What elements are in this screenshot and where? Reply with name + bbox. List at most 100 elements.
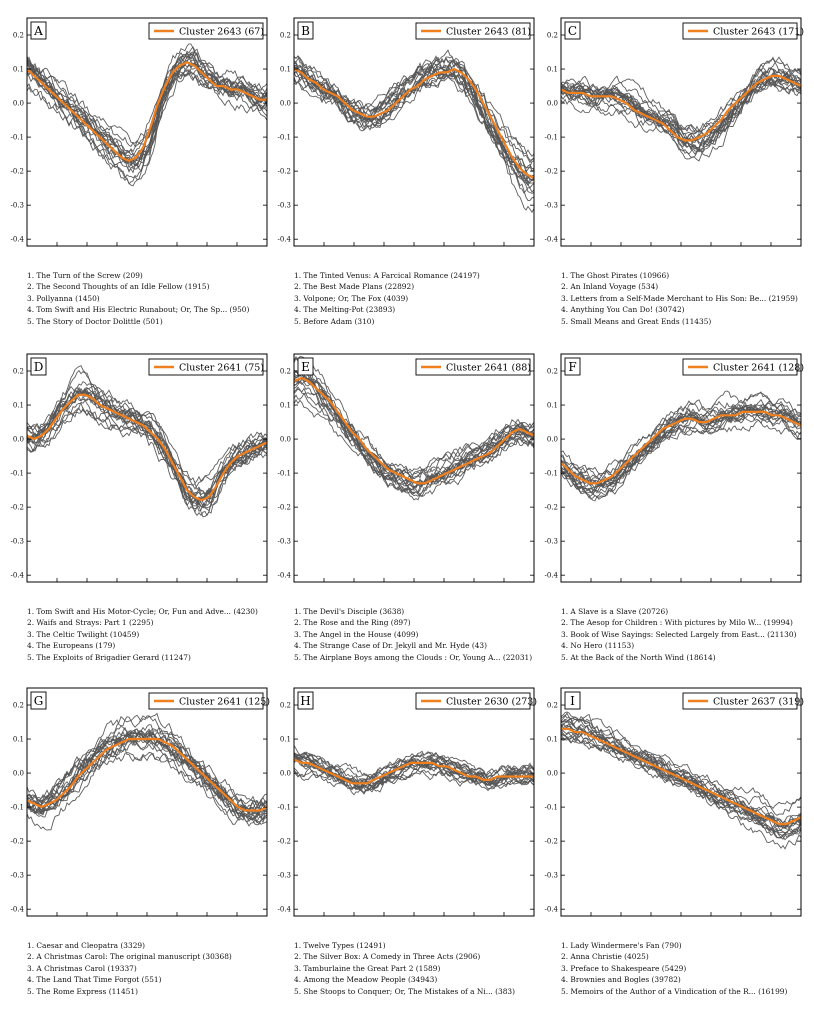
book-title: 4. No Hero (11153)	[561, 641, 635, 651]
series-line	[27, 387, 267, 508]
book-title: 5. Small Means and Great Ends (11435)	[561, 316, 712, 326]
series-line	[561, 420, 801, 478]
y-tick-label: -0.1	[11, 470, 25, 478]
book-title: 1. The Ghost Pirates (10966)	[561, 271, 670, 280]
legend-label: Cluster 2637 (319)	[713, 697, 804, 708]
book-title: 3. Volpone; Or, The Fox (4039)	[294, 293, 409, 303]
chart-grid: 0.2 0.1 0.0 -0.1 -0.2 -0.3 -0.4 A Cluster 2643 (…	[11, 17, 806, 996]
book-title: 5. At the Back of the North Wind (18614)	[561, 652, 716, 662]
y-tick-label: 0.1	[280, 66, 291, 74]
book-title: 1. Caesar and Cleopatra (3329)	[27, 941, 145, 950]
y-tick-label: 0.2	[547, 32, 558, 40]
series-line	[561, 404, 801, 494]
legend-box	[415, 358, 531, 376]
panel-letter-box	[30, 691, 47, 710]
y-tick-label: -0.4	[11, 236, 25, 244]
plot-b: 0.2 0.1 0.0 -0.1 -0.2 -0.3 -0.4 B Cluster 2643 (…	[278, 17, 535, 247]
y-tick-label: -0.3	[545, 538, 559, 546]
y-tick-label: 0.2	[547, 368, 558, 376]
panel-e: 0.2 0.1 0.0 -0.1 -0.2 -0.3 -0.4 E Cluster 2641 (…	[267, 353, 537, 683]
series-line	[561, 407, 801, 481]
panel-b: 0.2 0.1 0.0 -0.1 -0.2 -0.3 -0.4 B Cluster 2643 (…	[267, 17, 537, 347]
y-tick-label: -0.2	[11, 838, 25, 846]
y-tick-label: -0.2	[278, 504, 292, 512]
book-title: 2. A Christmas Carol: The original manus…	[27, 952, 232, 962]
book-title: 5. Before Adam (310)	[294, 316, 375, 326]
series-line	[27, 724, 267, 810]
y-tick-label: 0.1	[280, 736, 291, 744]
book-title: 4. Among the Meadow People (34943)	[294, 975, 438, 985]
mean-line	[27, 60, 267, 162]
panel-letter-box	[297, 357, 314, 376]
series-line	[27, 52, 267, 160]
series-line	[294, 756, 534, 794]
panel-letter: H	[300, 694, 310, 708]
book-title-list: 1. The Devil's Disciple (3638) 2. The Ros…	[294, 606, 539, 663]
book-title-list: 1. The Tinted Venus: A Farcical Romance …	[294, 270, 539, 327]
book-title: 4. The Melting-Pot (23893)	[294, 305, 396, 315]
legend-box	[682, 358, 798, 376]
series-line	[27, 58, 267, 148]
book-title-list: 1. Lady Windermere's Fan (790) 2. Anna Ch…	[561, 940, 806, 997]
legend-box	[148, 692, 264, 710]
book-title: 4. Brownies and Bogles (39782)	[561, 975, 681, 985]
y-tick-label: -0.3	[278, 202, 292, 210]
plot-f: 0.2 0.1 0.0 -0.1 -0.2 -0.3 -0.4 F Cluster 2641 (…	[545, 353, 804, 583]
series-line	[294, 65, 534, 164]
y-tick-label: 0.1	[280, 402, 291, 410]
y-tick-label: 0.2	[13, 32, 24, 40]
y-tick-label: 0.2	[280, 32, 291, 40]
panel-letter: A	[33, 24, 43, 38]
book-title: 1. Twelve Types (12491)	[294, 941, 386, 950]
y-tick-label: 0.2	[280, 368, 291, 376]
book-title: 4. Tom Swift and His Electric Runabout; …	[27, 305, 250, 315]
book-title: 4. Anything You Can Do! (30742)	[561, 305, 685, 315]
y-tick-label: -0.4	[545, 572, 559, 580]
plot-d: 0.2 0.1 0.0 -0.1 -0.2 -0.3 -0.4 D Cluster 2641 (…	[11, 353, 268, 583]
y-tick-label: -0.1	[278, 804, 292, 812]
book-title-list: 1. The Ghost Pirates (10966) 2. An Inland…	[561, 270, 806, 327]
mean-line	[294, 377, 534, 485]
y-tick-label: -0.2	[11, 168, 25, 176]
series-line	[27, 58, 267, 148]
book-title: 3. Pollyanna (1450)	[27, 293, 100, 303]
y-tick-label: 0.0	[280, 770, 291, 778]
series-line	[561, 411, 801, 477]
series-line	[27, 58, 267, 160]
series-line	[27, 748, 267, 816]
mean-line	[27, 737, 267, 812]
y-tick-label: -0.1	[11, 804, 25, 812]
book-title: 5. Memoirs of the Author of a Vindicatio…	[561, 986, 788, 996]
panel-g: 0.2 0.1 0.0 -0.1 -0.2 -0.3 -0.4 G Cluster 2641 (…	[0, 687, 270, 1017]
y-tick-label: 0.0	[13, 100, 24, 108]
plot-i: 0.2 0.1 0.0 -0.1 -0.2 -0.3 -0.4 I Cluster 2637 (…	[545, 687, 804, 917]
series-line	[27, 391, 267, 484]
book-title: 1. A Slave is a Slave (20726)	[561, 607, 669, 616]
y-tick-label: 0.0	[547, 100, 558, 108]
panel-letter-box	[30, 357, 47, 376]
series-line	[27, 726, 267, 823]
panel-letter-box	[564, 21, 581, 40]
legend-box	[148, 22, 264, 40]
book-title: 2. The Second Thoughts of an Idle Fellow…	[27, 282, 210, 292]
book-title-list: 1. Caesar and Cleopatra (3329) 2. A Chris…	[27, 940, 272, 997]
y-tick-label: -0.3	[545, 872, 559, 880]
series-line	[561, 80, 801, 155]
y-tick-label: -0.4	[11, 906, 25, 914]
book-title: 2. The Aesop for Children : With picture…	[561, 618, 793, 628]
series-line	[561, 723, 801, 830]
panel-letter: E	[301, 360, 310, 374]
mean-line	[294, 758, 534, 785]
book-title: 5. The Airplane Boys among the Clouds : …	[294, 652, 533, 662]
series-line	[561, 403, 801, 502]
series-line	[294, 367, 534, 498]
series-line	[294, 56, 534, 194]
legend-box	[415, 692, 531, 710]
panel-i: 0.2 0.1 0.0 -0.1 -0.2 -0.3 -0.4 I Cluster 2637 (…	[534, 687, 804, 1017]
mean-line	[294, 67, 534, 179]
book-title: 2. An Inland Voyage (534)	[561, 282, 659, 292]
book-title: 1. Tom Swift and His Motor-Cycle; Or, Fu…	[27, 607, 258, 616]
y-tick-label: 0.1	[13, 736, 24, 744]
mean-line	[561, 74, 801, 142]
y-tick-label: 0.2	[280, 702, 291, 710]
